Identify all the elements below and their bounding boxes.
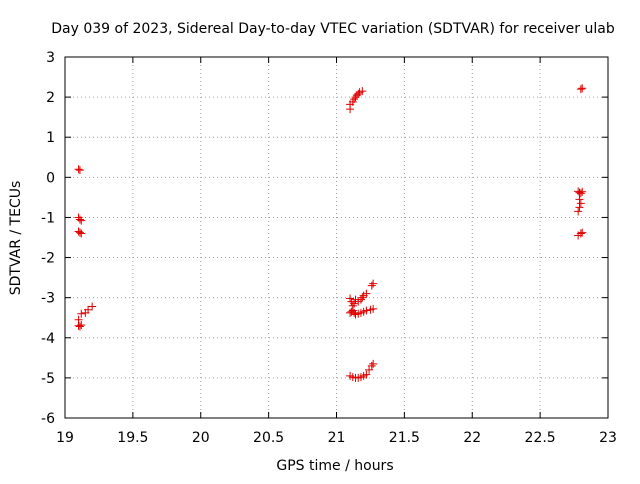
data-point — [358, 87, 367, 96]
data-point — [369, 279, 378, 288]
data-point — [575, 203, 584, 212]
data-point — [77, 216, 86, 225]
data-point — [74, 315, 83, 324]
data-point — [356, 295, 365, 304]
x-tick-label: 19 — [56, 430, 74, 446]
data-point — [574, 207, 583, 216]
y-tick-label: -2 — [41, 251, 55, 267]
data-point — [77, 309, 86, 318]
x-tick-label: 21.5 — [389, 430, 420, 446]
data-point — [77, 320, 86, 329]
data-point — [75, 322, 84, 331]
y-tick-label: -5 — [41, 371, 55, 387]
data-point — [75, 166, 84, 175]
data-series — [74, 84, 587, 382]
x-tick-label: 23 — [599, 430, 617, 446]
x-tick-label: 21 — [328, 430, 346, 446]
y-tick-label: -3 — [41, 291, 55, 307]
y-tick-label: -1 — [41, 210, 55, 226]
x-tick-label: 19.5 — [117, 430, 148, 446]
data-point — [369, 304, 378, 313]
grid — [65, 57, 608, 418]
x-tick-label: 20.5 — [253, 430, 284, 446]
y-tick-label: 2 — [46, 90, 55, 106]
y-tick-label: 1 — [46, 130, 55, 146]
data-point — [358, 293, 367, 302]
data-point — [84, 305, 93, 314]
y-tick-label: -4 — [41, 331, 55, 347]
axes: 19 19.5 20 20.5 21 21.5 22 22.5 23-6-5-4-3-2-101… — [41, 50, 617, 446]
data-point — [576, 229, 585, 238]
y-axis-label: SDTVAR / TECUs — [8, 181, 24, 296]
data-point — [350, 299, 359, 308]
data-point — [576, 199, 585, 208]
x-tick-label: 22 — [463, 430, 481, 446]
data-point — [346, 294, 355, 303]
data-point — [578, 228, 587, 237]
data-point — [354, 89, 363, 98]
data-point — [350, 95, 359, 104]
data-point — [77, 229, 86, 238]
data-point — [362, 289, 371, 298]
data-point — [362, 306, 371, 315]
data-point — [75, 215, 84, 224]
x-axis-label: GPS time / hours — [276, 458, 393, 474]
data-point — [88, 302, 97, 311]
data-point — [575, 195, 584, 204]
data-point — [362, 370, 371, 379]
data-point — [576, 85, 585, 94]
y-tick-label: -6 — [41, 411, 55, 427]
data-point — [367, 281, 376, 290]
data-point — [75, 228, 84, 237]
chart-title: Day 039 of 2023, Sidereal Day-to-day VTE… — [51, 21, 615, 37]
data-point — [369, 359, 378, 368]
data-point — [367, 361, 376, 370]
data-point — [576, 189, 585, 198]
x-tick-label: 20 — [192, 430, 210, 446]
data-point — [74, 165, 83, 174]
data-point — [350, 308, 359, 317]
y-tick-label: 3 — [46, 50, 55, 66]
y-tick-label: 0 — [46, 170, 55, 186]
data-point — [578, 187, 587, 196]
data-point — [578, 84, 587, 93]
x-tick-label: 22.5 — [525, 430, 556, 446]
data-point — [365, 365, 374, 374]
